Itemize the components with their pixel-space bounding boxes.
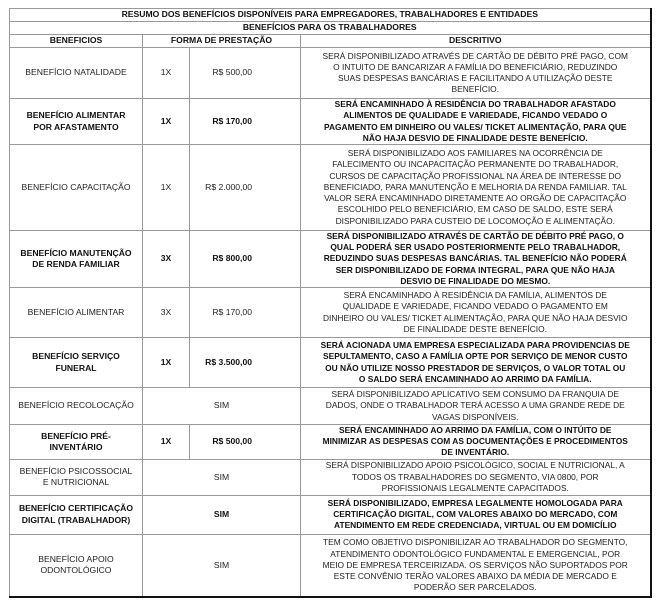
benefit-name: BENEFÍCIO PSICOSSOCIAL E NUTRICIONAL <box>9 458 143 496</box>
benefit-description: SERÁ ACIONADA UMA EMPRESA ESPECIALIZADA … <box>300 337 651 389</box>
benefit-value: R$ 170,00 <box>189 287 301 339</box>
header-beneficios: BENEFICIOS <box>9 34 143 48</box>
header-descritivo: DESCRITIVO <box>300 34 651 48</box>
benefit-value: R$ 500,00 <box>189 424 301 460</box>
benefit-name: BENEFÍCIO RECOLOCAÇÃO <box>9 387 143 426</box>
benefit-description: TEM COMO OBJETIVO DISPONIBILIZAR AO TRAB… <box>300 533 651 598</box>
benefit-times: 1X <box>142 337 190 389</box>
benefit-name: BENEFÍCIO SERVIÇO FUNERAL <box>9 337 143 389</box>
benefit-description: SERÁ DISPONIBILIZADO AOS FAMILIARES NA O… <box>300 144 651 231</box>
benefit-value: R$ 800,00 <box>189 229 301 289</box>
benefit-value: R$ 2.000,00 <box>189 144 301 231</box>
benefit-times: 1X <box>142 144 190 231</box>
benefit-description: SERÁ DISPONIBILIZADO APLICATIVO SEM CONS… <box>300 387 651 426</box>
table-subtitle: BENEFÍCIOS PARA OS TRABALHADORES <box>9 21 651 35</box>
benefit-times: 3X <box>142 229 190 289</box>
header-forma-prestacao: FORMA DE PRESTAÇÃO <box>142 34 301 48</box>
table-row: BENEFÍCIO ALIMENTAR POR AFASTAMENTO 1X R$ … <box>9 98 651 145</box>
benefits-table: RESUMO DOS BENEFÍCIOS DISPONÍVEIS PARA E… <box>9 8 652 599</box>
benefit-description: SERÁ DISPONIBILIZADO, EMPRESA LEGALMENTE… <box>300 494 651 535</box>
table-row: BENEFÍCIO PSICOSSOCIAL E NUTRICIONAL SIM S… <box>9 458 651 496</box>
table-row: BENEFÍCIO CERTIFICAÇÃO DIGITAL (TRABALHA… <box>9 494 651 535</box>
benefit-times: 3X <box>142 287 190 339</box>
benefit-times: 1X <box>142 424 190 460</box>
benefit-description: SERÁ ENCAMINHADO À RESIDÊNCIA DO TRABALH… <box>300 98 651 145</box>
table-row: BENEFÍCIO NATALIDADE 1X R$ 500,00 SERÁ DISP… <box>9 47 651 99</box>
benefit-forma: SIM <box>142 387 301 426</box>
benefit-value: R$ 3.500,00 <box>189 337 301 389</box>
benefit-name: BENEFÍCIO CERTIFICAÇÃO DIGITAL (TRABALHA… <box>9 494 143 535</box>
benefit-description: SERÁ DISPONIBILIZADO ATRAVÉS DE CARTÃO D… <box>300 229 651 289</box>
benefit-description: SERÁ DISPONIBILIZADO ATRAVÉS DE CARTÃO D… <box>300 47 651 99</box>
benefit-value: R$ 170,00 <box>189 98 301 145</box>
table-row: BENEFÍCIO CAPACITAÇÃO 1X R$ 2.000,00 SERÁ D… <box>9 144 651 231</box>
benefit-value: R$ 500,00 <box>189 47 301 99</box>
benefit-name: BENEFÍCIO MANUTENÇÃO DE RENDA FAMILIAR <box>9 229 143 289</box>
benefit-description: SERÁ ENCAMINHADO À RESIDÊNCIA DA FAMÍLIA… <box>300 287 651 339</box>
benefit-times: 1X <box>142 47 190 99</box>
benefit-name: BENEFÍCIO CAPACITAÇÃO <box>9 144 143 231</box>
benefit-forma: SIM <box>142 494 301 535</box>
table-row: BENEFÍCIO PRÉ- INVENTÁRIO 1X R$ 500,00 SERÁ… <box>9 424 651 460</box>
table-row: BENEFÍCIO APOIO ODONTOLÓGICO SIM TEM COMO … <box>9 533 651 598</box>
table-row: BENEFÍCIO ALIMENTAR 3X R$ 170,00 SERÁ ENCAM… <box>9 287 651 339</box>
benefit-name: BENEFÍCIO PRÉ- INVENTÁRIO <box>9 424 143 460</box>
table-title: RESUMO DOS BENEFÍCIOS DISPONÍVEIS PARA E… <box>9 8 651 22</box>
benefit-name: BENEFÍCIO APOIO ODONTOLÓGICO <box>9 533 143 598</box>
benefit-forma: SIM <box>142 458 301 496</box>
benefit-description: SERÁ DISPONIBILIZADO APOIO PSICOLÓGICO, … <box>300 458 651 496</box>
benefit-name: BENEFÍCIO ALIMENTAR POR AFASTAMENTO <box>9 98 143 145</box>
benefit-forma: SIM <box>142 533 301 598</box>
table-row: BENEFÍCIO RECOLOCAÇÃO SIM SERÁ DISPONIBILI… <box>9 387 651 426</box>
benefit-name: BENEFÍCIO ALIMENTAR <box>9 287 143 339</box>
benefit-description: SERÁ ENCAMINHADO AO ARRIMO DA FAMÍLIA, C… <box>300 424 651 460</box>
benefit-name: BENEFÍCIO NATALIDADE <box>9 47 143 99</box>
table-row: BENEFÍCIO MANUTENÇÃO DE RENDA FAMILIAR 3X… <box>9 229 651 289</box>
benefit-times: 1X <box>142 98 190 145</box>
table-row: BENEFÍCIO SERVIÇO FUNERAL 1X R$ 3.500,00 SE… <box>9 337 651 389</box>
